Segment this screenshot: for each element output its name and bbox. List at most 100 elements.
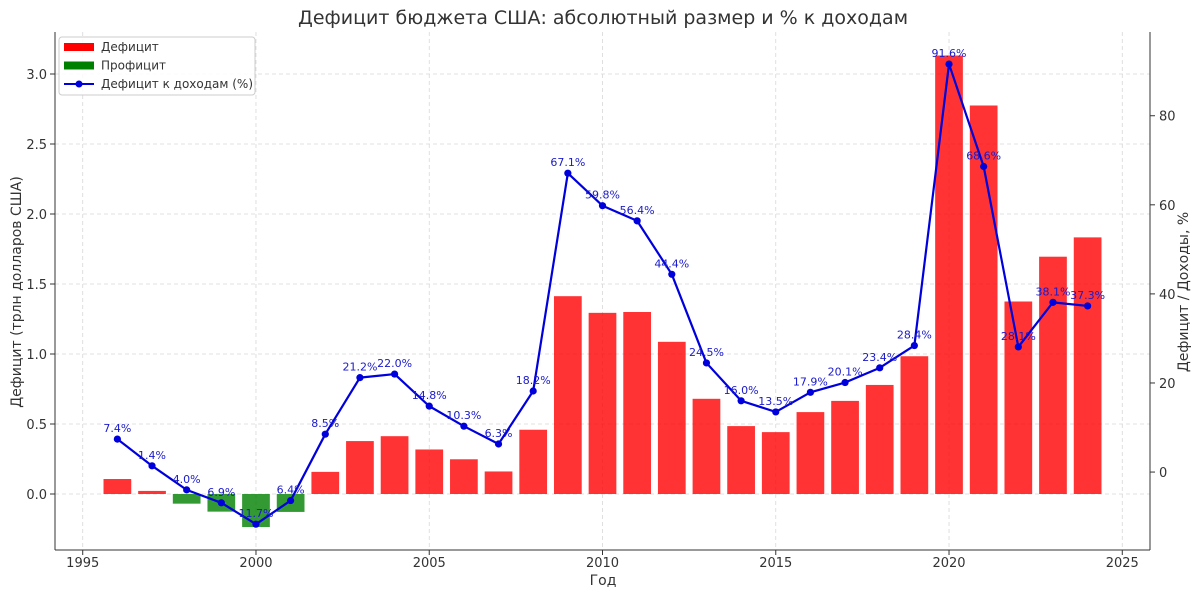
bars	[103, 55, 1102, 528]
legend-label: Профицит	[101, 59, 166, 73]
ratio-point	[1084, 302, 1092, 310]
ratio-point	[252, 520, 260, 528]
ratio-data-label: 6.3%	[485, 427, 513, 440]
y-left-tick-label: 1.5	[26, 278, 47, 293]
deficit-bar	[346, 441, 374, 494]
ratio-data-label: 10.3%	[446, 409, 481, 422]
ratio-data-label: 14.8%	[412, 389, 447, 402]
deficit-bar	[553, 296, 582, 494]
ratio-data-label: 28.1%	[1001, 330, 1036, 343]
y-right-tick-label: 0	[1159, 466, 1167, 481]
ratio-data-label: 6.4%	[277, 484, 305, 497]
ratio-point	[356, 374, 364, 382]
legend-swatch-marker	[75, 80, 83, 88]
ratio-point	[668, 270, 676, 278]
surplus-bar	[172, 494, 201, 504]
x-tick-label: 2000	[239, 556, 272, 571]
y-left-tick-label: 2.5	[26, 138, 47, 153]
ratio-data-label: 21.2%	[342, 361, 377, 374]
ratio-data-label: 22.0%	[377, 357, 412, 370]
deficit-bar	[865, 384, 894, 494]
ratio-data-label: 16.0%	[724, 384, 759, 397]
deficit-bar	[380, 436, 409, 494]
ratio-point	[980, 162, 988, 171]
ratio-data-label: 8.5%	[311, 417, 339, 430]
ratio-data-label: 7.4%	[103, 422, 131, 435]
ratio-data-label: 6.9%	[207, 486, 235, 499]
ratio-data-label: 20.1%	[828, 366, 863, 379]
x-axis-label: Год	[590, 573, 617, 589]
y-axis-right-label: Дефицит / Доходы, %	[1176, 212, 1192, 372]
ratio-data-label: 37.3%	[1070, 289, 1105, 302]
ratio-point	[633, 217, 641, 225]
x-tick-label: 2010	[586, 556, 619, 571]
x-tick-label: 2025	[1106, 556, 1139, 571]
ratio-data-label: 1.4%	[138, 449, 166, 462]
ratio-point	[113, 435, 121, 443]
deficit-bar	[796, 412, 825, 494]
y-right-tick-label: 20	[1159, 377, 1176, 392]
ratio-data-label: 38.1%	[1035, 285, 1070, 298]
y-left-tick-label: 0.5	[26, 418, 47, 433]
deficit-bar	[103, 479, 132, 494]
ratio-point	[217, 499, 225, 507]
y-left-tick-label: 1.0	[26, 348, 47, 363]
ratio-point	[390, 370, 399, 378]
ratio-data-label: 11.7%	[239, 507, 274, 520]
legend-label: Дефицит	[101, 40, 159, 54]
y-right-tick-label: 60	[1159, 199, 1176, 214]
ratio-point	[806, 388, 815, 396]
ratio-point	[598, 202, 607, 210]
legend-swatch-deficit	[64, 43, 94, 51]
deficit-bar	[1039, 256, 1067, 494]
legend: Дефицит Профицит Дефицит к доходам (%)	[58, 36, 256, 96]
ratio-point	[702, 359, 711, 367]
ratio-data-label: 18.2%	[516, 374, 551, 387]
x-tick-label: 2005	[413, 556, 446, 571]
deficit-bar	[831, 400, 859, 494]
ratio-data-label: 56.4%	[620, 204, 655, 217]
ratio-data-label: 17.9%	[793, 375, 828, 388]
chart-title: Дефицит бюджета США: абсолютный размер и…	[298, 7, 908, 29]
ratio-data-label: 67.1%	[550, 156, 585, 169]
ratio-data-label: 13.5%	[758, 395, 793, 408]
y-axis-left-label: Дефицит (трлн долларов США)	[9, 176, 25, 408]
ratio-point	[945, 60, 953, 68]
y-right-tick-label: 80	[1159, 110, 1176, 125]
ratio-point	[460, 422, 468, 430]
ratio-point	[564, 169, 572, 177]
ratio-data-label: 68.6%	[966, 150, 1001, 163]
deficit-bar	[1073, 237, 1102, 494]
deficit-bar	[138, 490, 166, 494]
ratio-point	[183, 486, 191, 494]
deficit-bar	[311, 471, 340, 494]
ratio-data-label: 23.4%	[862, 351, 897, 364]
deficit-bar	[692, 398, 721, 494]
deficit-bar	[761, 432, 790, 494]
line-data-labels: 7.4% 1.4% 4.0% 6.9% 11.7%6.4% 8.5% 21.2% 22.0% 1…	[103, 47, 1105, 520]
ratio-point	[737, 397, 745, 405]
legend-label: Дефицит к доходам (%)	[101, 77, 253, 91]
axes: 1995 2000 2005 2010 2015 2020 2025 0.0 0.5 1.0 1.5…	[26, 32, 1176, 571]
ratio-data-label: 59.8%	[585, 189, 620, 202]
legend-box	[58, 36, 256, 96]
x-tick-label: 1995	[66, 556, 99, 571]
ratio-data-label: 28.4%	[897, 329, 932, 342]
deficit-bar	[588, 312, 617, 494]
deficit-bar	[450, 459, 478, 494]
ratio-point	[841, 378, 849, 387]
ratio-point	[321, 430, 329, 438]
deficit-bar	[623, 312, 652, 494]
y-left-tick-label: 3.0	[26, 68, 47, 83]
deficit-bar	[727, 426, 755, 494]
x-tick-label: 2015	[759, 556, 792, 571]
ratio-data-label: 44.4%	[654, 257, 689, 270]
ratio-data-label: 4.0%	[173, 473, 201, 486]
deficit-bar	[415, 449, 444, 494]
ratio-point	[1049, 298, 1057, 306]
ratio-point	[148, 462, 156, 470]
ratio-point	[876, 364, 884, 372]
deficit-bar	[657, 341, 686, 494]
